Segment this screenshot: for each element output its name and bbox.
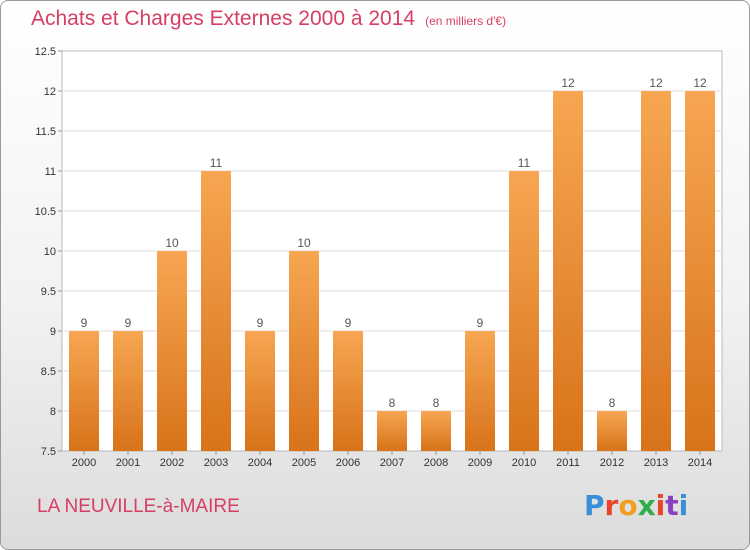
x-tick-label: 2001 (116, 457, 140, 469)
x-tick-label: 2014 (688, 457, 712, 469)
x-tick-label: 2013 (644, 457, 668, 469)
y-tick-label: 10.5 (35, 206, 56, 218)
x-tick-label: 2012 (600, 457, 624, 469)
x-tick-label: 2000 (72, 457, 96, 469)
bar-value-label: 12 (561, 76, 575, 90)
bar (597, 411, 627, 451)
y-tick-label: 9 (50, 326, 56, 338)
logo-letter: r (604, 489, 619, 522)
y-tick-label: 11 (45, 166, 56, 178)
bar (245, 331, 275, 451)
x-tick-label: 2008 (424, 457, 448, 469)
bar (641, 91, 671, 451)
bar-value-label: 9 (81, 316, 88, 330)
x-tick-label: 2003 (204, 457, 228, 469)
x-tick-label: 2009 (468, 457, 492, 469)
bar-value-label: 11 (518, 156, 531, 170)
title-row: Achats et Charges Externes 2000 à 2014 (e… (31, 7, 506, 31)
bar (509, 171, 539, 451)
bar-value-label: 11 (210, 156, 223, 170)
bar (333, 331, 363, 451)
logo-letter: i (655, 489, 666, 522)
bar-value-label: 8 (433, 396, 440, 410)
y-tick-label: 9.5 (41, 286, 56, 298)
bar-value-label: 12 (649, 76, 663, 90)
logo-letter: P (584, 489, 605, 522)
bar-labels: 9 9 10 11 9 10 9 8 8 9 11 12 8 12 12 (81, 76, 707, 410)
commune-name: LA NEUVILLE-à-MAIRE (37, 496, 240, 517)
bar-value-label: 8 (609, 396, 616, 410)
y-tick-label: 7.5 (41, 446, 56, 458)
x-tick-label: 2005 (292, 457, 316, 469)
logo-letter: i (678, 489, 689, 522)
chart-unit: (en milliers d'€) (425, 14, 507, 28)
bar-value-label: 9 (257, 316, 264, 330)
y-tick-label: 8 (50, 406, 56, 418)
bar-value-label: 10 (297, 236, 311, 250)
y-tick-label: 11.5 (35, 126, 56, 138)
bar-value-label: 9 (345, 316, 352, 330)
bar (377, 411, 407, 451)
logo-letter: x (637, 489, 656, 522)
bars (69, 91, 715, 451)
bar-value-label: 8 (389, 396, 396, 410)
bar-value-label: 9 (477, 316, 484, 330)
y-tick-label: 8.5 (41, 366, 56, 378)
bar (113, 331, 143, 451)
bar (465, 331, 495, 451)
y-axis-ticks: 7.5 8 8.5 9 9.5 10 10.5 11 11.5 12 12.5 (35, 46, 62, 458)
bar (201, 171, 231, 451)
bar (553, 91, 583, 451)
x-tick-label: 2006 (336, 457, 360, 469)
bar-value-label: 12 (693, 76, 707, 90)
x-tick-label: 2002 (160, 457, 184, 469)
logo-letter: o (618, 489, 638, 522)
bar-value-label: 10 (165, 236, 179, 250)
x-tick-label: 2007 (380, 457, 404, 469)
bar (157, 251, 187, 451)
bar (685, 91, 715, 451)
y-tick-label: 10 (44, 246, 56, 258)
y-tick-label: 12.5 (35, 46, 56, 58)
bar-value-label: 9 (125, 316, 132, 330)
proxiti-logo: Proxiti (584, 489, 688, 522)
x-tick-label: 2010 (512, 457, 536, 469)
bar (289, 251, 319, 451)
logo-letter: t (665, 489, 679, 522)
bar (69, 331, 99, 451)
chart-title: Achats et Charges Externes 2000 à 2014 (31, 7, 416, 30)
y-tick-label: 12 (44, 86, 56, 98)
x-tick-label: 2004 (248, 457, 272, 469)
x-axis-ticks: 2000 2001 2002 2003 2004 2005 2006 2007 2008 2009… (72, 451, 712, 469)
x-tick-label: 2011 (556, 457, 580, 469)
bar (421, 411, 451, 451)
